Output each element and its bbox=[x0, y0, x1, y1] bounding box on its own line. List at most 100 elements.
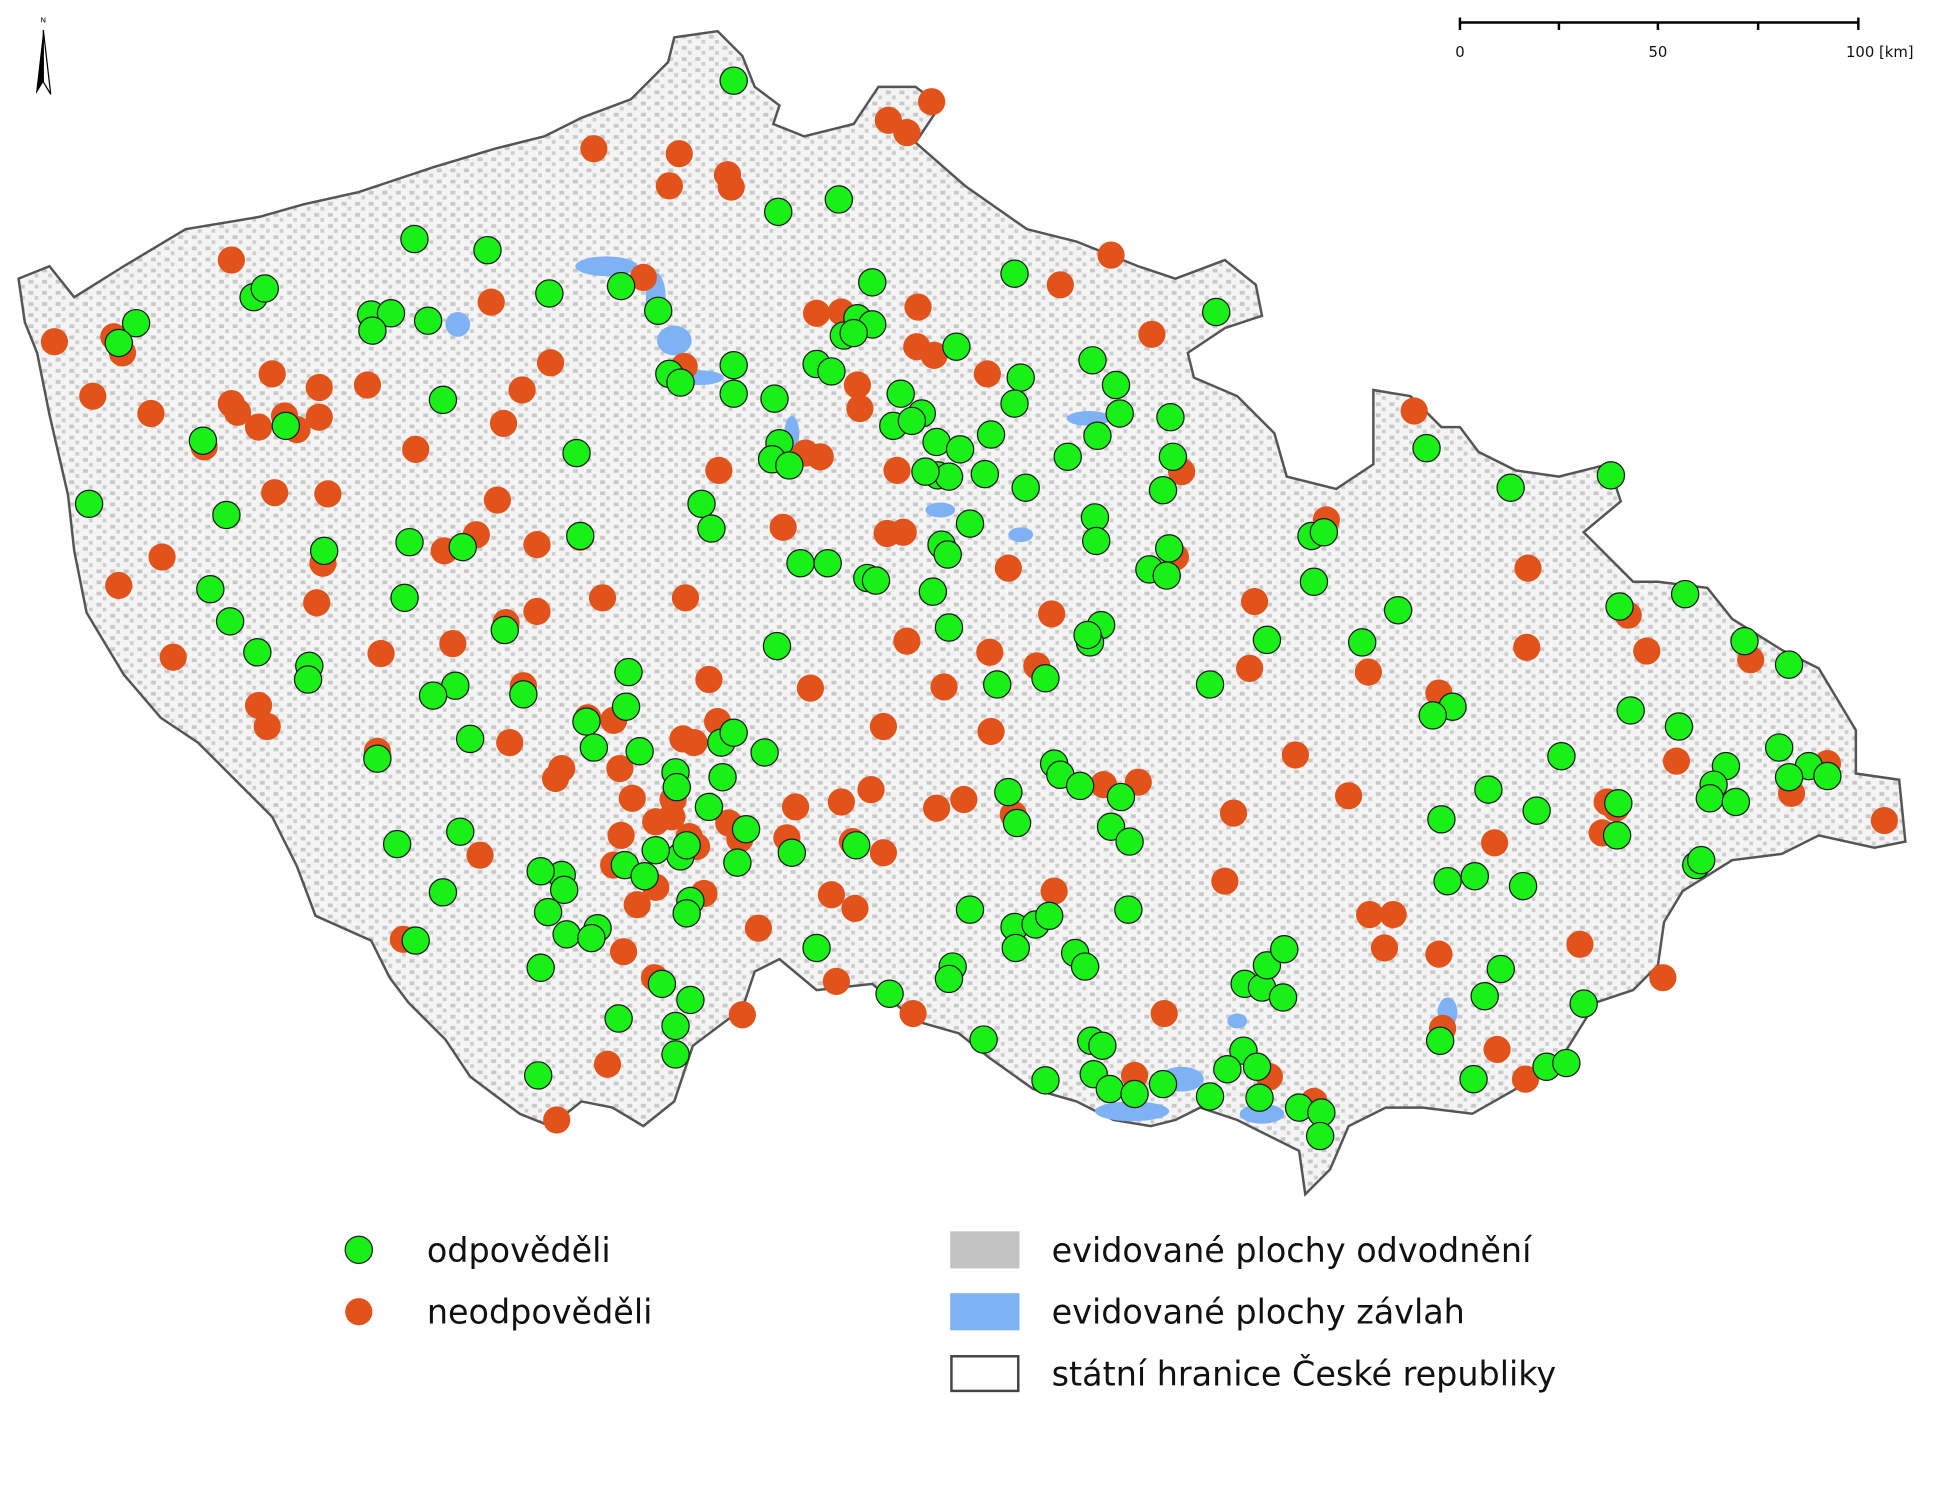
no-response-point bbox=[1400, 397, 1428, 425]
response-point bbox=[723, 848, 752, 877]
response-point bbox=[662, 772, 692, 802]
no-response-point bbox=[609, 938, 638, 966]
response-point bbox=[1106, 782, 1136, 812]
response-point bbox=[1083, 421, 1112, 450]
response-point bbox=[1245, 1083, 1274, 1112]
response-point bbox=[955, 509, 985, 538]
no-response-point bbox=[918, 88, 946, 116]
no-response-point bbox=[367, 639, 395, 668]
response-point bbox=[719, 351, 748, 380]
response-point bbox=[577, 923, 606, 953]
response-point bbox=[934, 462, 964, 491]
no-response-point bbox=[607, 821, 635, 850]
response-point bbox=[418, 681, 448, 710]
no-response-point bbox=[899, 999, 927, 1028]
response-point bbox=[1508, 871, 1538, 901]
response-point bbox=[1156, 402, 1185, 432]
no-response-point bbox=[1040, 877, 1068, 905]
response-point bbox=[719, 379, 748, 408]
no-response-point bbox=[846, 394, 874, 423]
response-point bbox=[994, 777, 1023, 807]
legend-swatch bbox=[950, 1293, 1020, 1331]
no-response-point bbox=[1379, 900, 1407, 929]
response-point bbox=[455, 724, 485, 754]
response-point bbox=[196, 574, 225, 604]
no-response-point bbox=[843, 371, 872, 399]
response-point bbox=[382, 829, 412, 859]
response-point bbox=[400, 224, 429, 254]
no-response-point bbox=[629, 263, 657, 292]
response-point bbox=[672, 899, 701, 928]
response-point bbox=[490, 615, 520, 645]
no-response-point bbox=[671, 584, 700, 612]
response-point bbox=[1730, 626, 1759, 656]
response-point bbox=[523, 1061, 553, 1090]
response-point bbox=[1001, 933, 1031, 963]
response-point bbox=[271, 411, 301, 441]
response-point bbox=[1031, 1066, 1060, 1095]
response-point bbox=[74, 489, 104, 519]
no-response-point bbox=[857, 776, 885, 804]
response-point bbox=[1774, 763, 1804, 792]
no-response-point bbox=[680, 728, 708, 757]
response-point bbox=[942, 332, 971, 361]
response-point bbox=[1002, 808, 1032, 838]
response-point bbox=[775, 451, 804, 480]
legend-swatch bbox=[345, 1298, 373, 1326]
response-point bbox=[1552, 1048, 1581, 1078]
no-response-point bbox=[1513, 633, 1541, 661]
response-point bbox=[1596, 461, 1626, 490]
no-response-point bbox=[244, 413, 273, 441]
response-point bbox=[1569, 989, 1598, 1018]
no-response-point bbox=[1281, 741, 1310, 769]
response-point bbox=[897, 406, 927, 436]
no-response-point bbox=[976, 638, 1004, 666]
no-response-point bbox=[588, 584, 617, 612]
response-point bbox=[1474, 775, 1503, 804]
response-point bbox=[1305, 1121, 1335, 1151]
legend-swatch bbox=[344, 1235, 374, 1265]
response-point bbox=[861, 566, 891, 595]
no-response-point bbox=[1150, 999, 1178, 1028]
no-response-point bbox=[922, 794, 951, 822]
response-point bbox=[777, 838, 807, 867]
response-point bbox=[1031, 664, 1060, 693]
response-point bbox=[1078, 346, 1107, 375]
no-response-point bbox=[593, 1050, 622, 1078]
response-point bbox=[473, 235, 502, 265]
response-point bbox=[293, 665, 323, 694]
response-point bbox=[1383, 595, 1413, 625]
no-response-point bbox=[314, 480, 342, 508]
no-response-point bbox=[1425, 940, 1453, 968]
response-point bbox=[215, 607, 245, 636]
irrigation-patch bbox=[445, 312, 471, 337]
legend-label: evidované plochy závlah bbox=[1052, 1293, 1465, 1332]
response-point bbox=[395, 527, 424, 557]
irrigation-patch bbox=[656, 325, 692, 356]
no-response-point bbox=[1511, 1065, 1540, 1093]
response-point bbox=[641, 836, 670, 865]
response-point bbox=[1270, 934, 1299, 964]
response-point bbox=[760, 384, 789, 413]
no-response-point bbox=[1480, 829, 1509, 857]
response-point bbox=[763, 197, 793, 227]
response-point bbox=[1073, 620, 1102, 650]
response-point bbox=[188, 426, 218, 455]
response-point bbox=[875, 979, 904, 1008]
response-point bbox=[1105, 399, 1134, 428]
response-point bbox=[630, 861, 659, 891]
response-point bbox=[1065, 771, 1095, 801]
survey-points bbox=[40, 66, 1898, 1151]
response-point bbox=[1347, 628, 1377, 657]
no-response-point bbox=[261, 479, 289, 507]
response-point bbox=[1081, 526, 1111, 556]
no-response-point bbox=[883, 456, 911, 485]
response-point bbox=[363, 744, 392, 773]
response-point bbox=[614, 657, 643, 687]
response-point bbox=[604, 1004, 633, 1033]
no-response-point bbox=[903, 333, 931, 361]
response-point bbox=[1195, 670, 1225, 699]
legend: odpověděli neodpověděli evidované plochy… bbox=[344, 1231, 1556, 1394]
no-response-point bbox=[869, 839, 898, 867]
